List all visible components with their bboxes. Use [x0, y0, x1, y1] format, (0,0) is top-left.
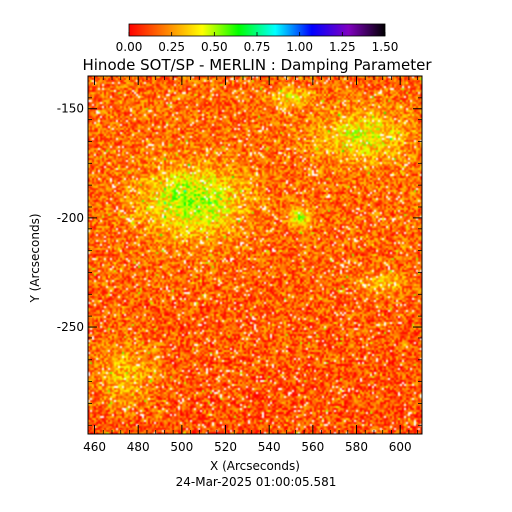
heatmap: [88, 76, 422, 434]
colorbar-tick-label: 0.75: [244, 40, 271, 54]
x-tick-label: 580: [345, 440, 368, 454]
x-axis-label: X (Arcseconds): [210, 459, 300, 473]
timestamp: 24-Mar-2025 01:00:05.581: [176, 475, 337, 489]
chart-title: Hinode SOT/SP - MERLIN : Damping Paramet…: [82, 56, 432, 74]
x-tick-label: 460: [83, 440, 106, 454]
y-tick-label: -200: [57, 211, 84, 225]
colorbar-tick-label: 0.00: [116, 40, 143, 54]
colorbar-tick-label: 1.00: [286, 40, 313, 54]
colorbar-tick-label: 0.25: [158, 40, 185, 54]
y-tick-label: -250: [57, 320, 84, 334]
x-tick-label: 540: [258, 440, 281, 454]
x-tick-label: 560: [301, 440, 324, 454]
colorbar-ticks: 0.00 0.25 0.50 0.75 1.00 1.25 1.50: [116, 32, 399, 54]
y-axis-label: Y (Arcseconds): [28, 213, 42, 303]
plot-frame: [87, 75, 423, 435]
colorbar-tick-label: 0.50: [201, 40, 228, 54]
x-tick-label: 520: [214, 440, 237, 454]
y-tick-label: -150: [57, 102, 84, 116]
colorbar-tick-label: 1.50: [372, 40, 399, 54]
heatmap-image: [88, 76, 422, 434]
axis-ticks: 460 480 500 520 540 560 580 600 -150 -200 -250: [57, 76, 422, 454]
colorbar: 0.00 0.25 0.50 0.75 1.00 1.25 1.50: [116, 23, 399, 54]
colorbar-tick-label: 1.25: [329, 40, 356, 54]
x-tick-label: 600: [389, 440, 412, 454]
x-tick-label: 480: [127, 440, 150, 454]
x-tick-label: 500: [170, 440, 193, 454]
